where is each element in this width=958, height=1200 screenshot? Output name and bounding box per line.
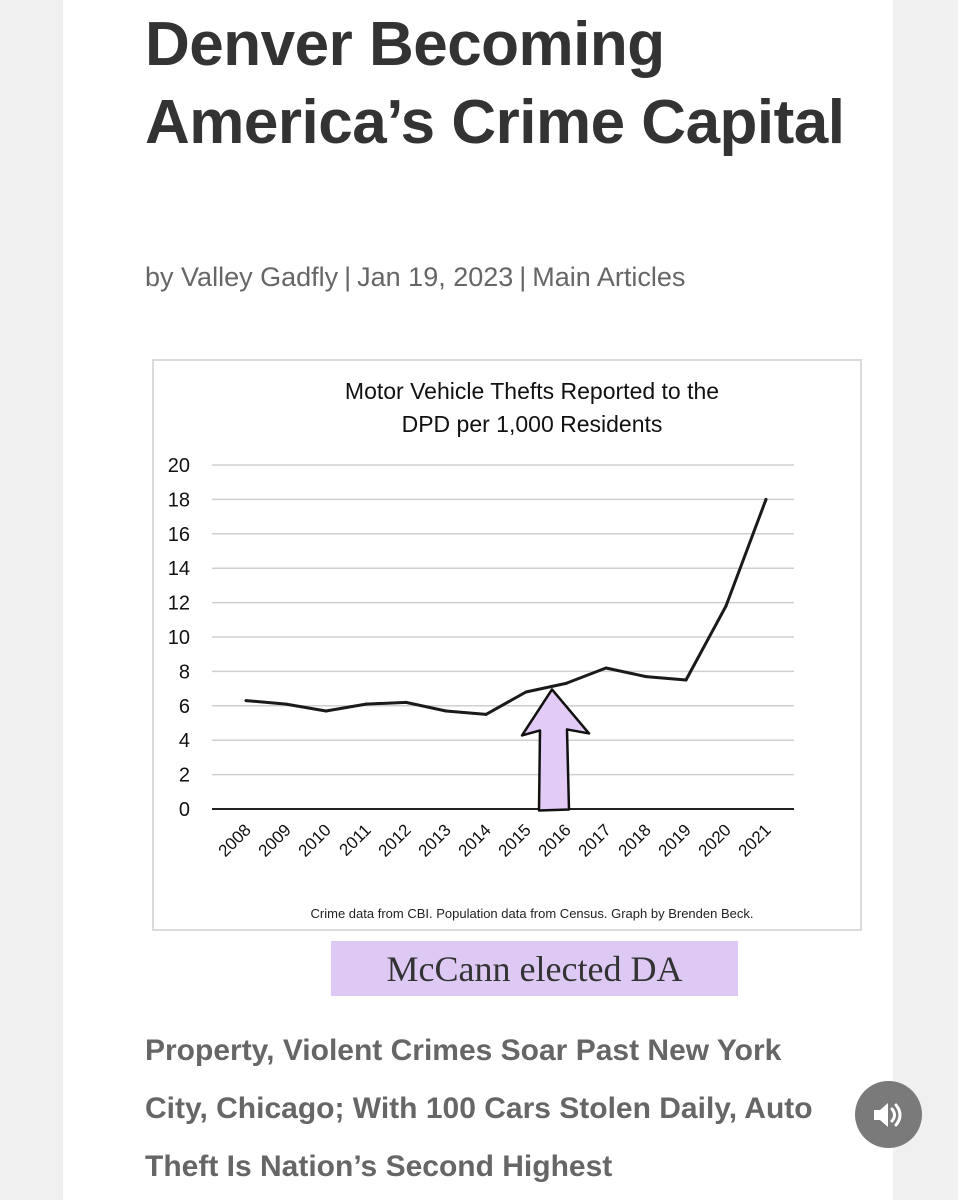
author-link[interactable]: Valley Gadfly xyxy=(181,262,339,292)
y-tick-label: 12 xyxy=(168,593,190,615)
annotation-arrow xyxy=(520,688,591,812)
y-tick-label: 10 xyxy=(168,627,190,649)
x-tick-label: 2021 xyxy=(735,820,775,860)
x-tick-label: 2015 xyxy=(495,820,535,860)
speaker-icon xyxy=(873,1102,901,1127)
post-date: Jan 19, 2023 xyxy=(357,262,514,292)
chart-image: Motor Vehicle Thefts Reported to the DPD… xyxy=(152,359,862,931)
chart-title-line-2: DPD per 1,000 Residents xyxy=(402,411,663,437)
audio-toggle-button[interactable] xyxy=(855,1081,922,1148)
data-point xyxy=(484,712,488,716)
data-point xyxy=(404,700,408,704)
x-tick-label: 2016 xyxy=(535,820,575,860)
x-tick-label: 2010 xyxy=(295,820,335,860)
annotation-layer xyxy=(520,688,591,812)
byline-separator: | xyxy=(519,262,527,292)
data-point xyxy=(364,702,368,706)
caption-highlight: McCann elected DA xyxy=(331,941,738,996)
x-tick-label: 2019 xyxy=(655,820,695,860)
chart-title-line-1: Motor Vehicle Thefts Reported to the xyxy=(345,378,719,404)
gridlines xyxy=(212,464,794,810)
data-point xyxy=(724,604,728,608)
line-chart: Motor Vehicle Thefts Reported to the DPD… xyxy=(168,378,794,921)
data-point xyxy=(564,681,568,685)
series-layer xyxy=(244,497,768,716)
data-point xyxy=(644,675,648,679)
x-tick-label: 2009 xyxy=(255,820,295,860)
x-tick-label: 2011 xyxy=(336,820,375,859)
x-tick-label: 2008 xyxy=(215,820,255,860)
byline-prefix: by xyxy=(145,262,174,292)
y-tick-label: 8 xyxy=(179,661,190,683)
category-link[interactable]: Main Articles xyxy=(532,262,686,292)
y-tick-label: 16 xyxy=(168,524,190,546)
caption-text: McCann elected DA xyxy=(386,948,683,989)
x-axis-ticks: 2008 2009 2010 2011 2012 2013 2014 2015 2016 2017… xyxy=(215,820,775,860)
data-point xyxy=(244,699,248,703)
y-tick-label: 18 xyxy=(168,489,190,511)
x-tick-label: 2012 xyxy=(375,820,415,860)
y-tick-label: 6 xyxy=(179,696,190,718)
data-point xyxy=(444,709,448,713)
y-tick-label: 20 xyxy=(168,455,190,477)
byline: by Valley Gadfly | Jan 19, 2023 | Main Artic… xyxy=(145,262,685,293)
y-tick-label: 0 xyxy=(179,799,190,821)
data-point xyxy=(684,678,688,682)
chart-source-note: Crime data from CBI. Population data fro… xyxy=(311,906,754,921)
x-tick-label: 2018 xyxy=(615,820,655,860)
y-tick-label: 14 xyxy=(168,558,190,580)
series-line xyxy=(245,498,768,716)
y-tick-label: 4 xyxy=(179,730,190,752)
x-tick-label: 2014 xyxy=(455,820,495,860)
data-point xyxy=(324,709,328,713)
y-axis-ticks: 0 2 4 6 8 10 12 14 16 18 20 xyxy=(168,455,190,821)
x-tick-label: 2013 xyxy=(415,820,455,860)
x-tick-label: 2020 xyxy=(695,820,735,860)
article-subheading: Property, Violent Crimes Soar Past New Y… xyxy=(145,1034,813,1183)
article-card: Denver Becoming America’s Crime Capital … xyxy=(63,0,893,1200)
data-point xyxy=(524,690,528,694)
y-tick-label: 2 xyxy=(179,765,190,787)
data-point xyxy=(604,666,608,670)
article-title: Denver Becoming America’s Crime Capital xyxy=(145,10,845,157)
data-point xyxy=(284,702,288,706)
x-tick-label: 2017 xyxy=(575,820,615,860)
data-point xyxy=(764,497,768,501)
byline-separator: | xyxy=(344,262,352,292)
